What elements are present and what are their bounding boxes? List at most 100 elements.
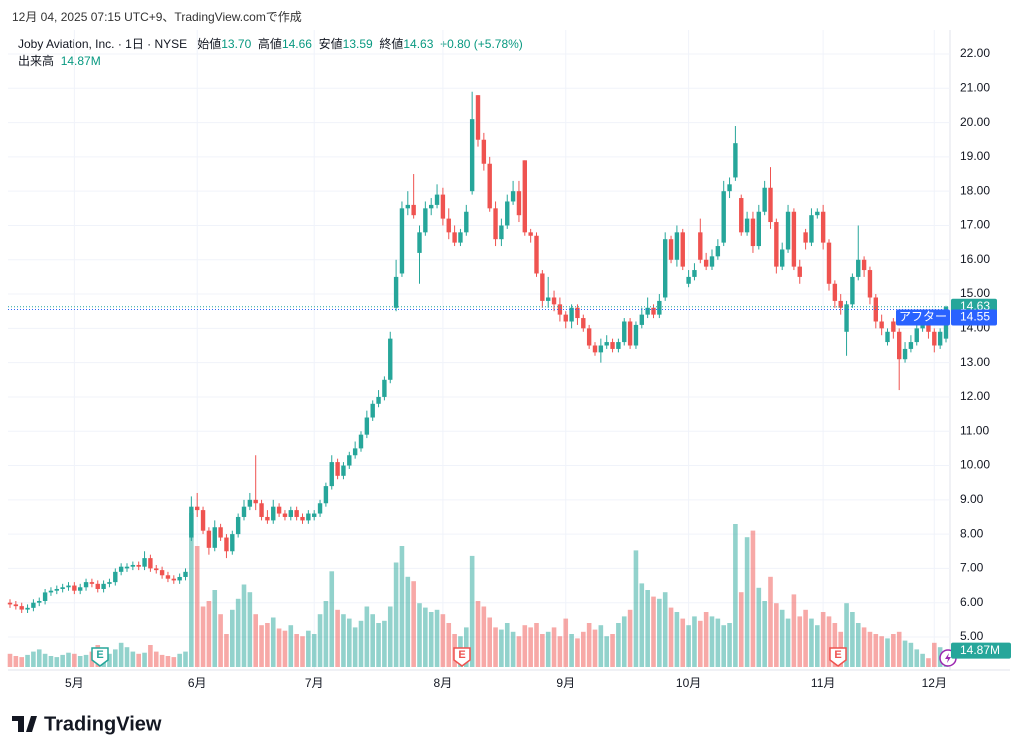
candle-body	[60, 587, 65, 589]
volume-bar	[329, 571, 335, 667]
candle-body	[692, 270, 697, 277]
candle-body	[101, 583, 106, 589]
volume-bar	[540, 634, 545, 667]
candle-body	[703, 259, 709, 267]
candle-body	[651, 307, 656, 315]
volume-bar	[189, 513, 194, 667]
candle-body	[657, 300, 662, 315]
candle-body	[469, 119, 475, 192]
candle-body	[72, 585, 77, 591]
volume-bar	[569, 634, 574, 667]
volume-bar	[803, 609, 808, 667]
y-tick-label: 6.00	[960, 595, 984, 609]
volume-bar	[639, 583, 645, 667]
volume-bar	[13, 656, 19, 667]
candle-body	[206, 530, 212, 548]
open-label: 始値	[197, 37, 222, 51]
candle-body	[844, 304, 849, 332]
volume-bar	[434, 609, 440, 667]
volume-bar	[797, 616, 803, 667]
candle-body	[189, 506, 194, 538]
volume-bar	[487, 617, 492, 667]
candle-body	[434, 194, 440, 205]
candle-body	[528, 232, 533, 236]
candle-body	[347, 455, 352, 466]
y-tick-label: 8.00	[960, 526, 984, 540]
y-tick-label: 20.00	[960, 115, 990, 129]
candle-body	[440, 194, 446, 219]
volume-bar	[72, 653, 77, 667]
volume-last-label: 14.87M	[960, 643, 1000, 657]
volume-bar	[592, 629, 598, 667]
volume-label: 出来高	[18, 54, 55, 68]
volume-bar	[610, 634, 615, 667]
candle-body	[294, 510, 299, 517]
volume-bar	[481, 606, 487, 667]
volume-bar	[563, 618, 569, 667]
candle-body	[809, 215, 814, 243]
candle-body	[698, 232, 703, 260]
volume-bar	[165, 656, 171, 667]
candle-body	[288, 510, 293, 517]
candle-body	[323, 486, 329, 504]
candle-body	[832, 283, 838, 301]
candle-body	[171, 578, 176, 581]
volume-bar	[879, 636, 884, 667]
candle-body	[25, 607, 30, 610]
candle-layer	[7, 91, 949, 613]
volume-bar	[218, 614, 223, 667]
candle-body	[803, 232, 808, 243]
volume-bar	[920, 653, 925, 667]
volume-bar	[738, 592, 744, 667]
candle-body	[744, 218, 750, 233]
volume-bar	[118, 642, 124, 667]
candle-body	[393, 276, 399, 308]
volume-bar	[926, 658, 931, 667]
candle-body	[481, 139, 487, 164]
volume-bar	[551, 627, 557, 667]
volume-bar	[352, 627, 358, 667]
volume-bar	[66, 652, 71, 667]
volume-bar	[423, 607, 428, 667]
volume-bar	[25, 654, 30, 667]
candle-body	[54, 588, 59, 591]
volume-bar	[77, 656, 83, 667]
volume-bar	[428, 612, 434, 667]
candle-body	[499, 225, 504, 240]
earnings-marker: E	[829, 647, 847, 667]
candle-body	[177, 576, 182, 581]
volume-bar	[698, 620, 703, 667]
candle-body	[352, 448, 358, 456]
volume-bar	[534, 623, 539, 667]
volume-bar	[774, 603, 779, 667]
volume-bar	[387, 606, 393, 667]
volume-last-box	[951, 642, 1011, 659]
candle-body	[487, 163, 492, 209]
candle-body	[733, 143, 738, 178]
y-tick-label: 13.00	[960, 355, 990, 369]
volume-bar	[113, 649, 118, 667]
y-tick-label: 9.00	[960, 492, 984, 506]
volume-bar	[645, 590, 650, 667]
y-tick-label: 11.00	[960, 423, 989, 437]
candle-body	[639, 314, 644, 325]
candle-body	[715, 246, 721, 257]
volume-bar	[715, 618, 721, 667]
candle-body	[89, 582, 95, 584]
volume-bar	[885, 638, 890, 667]
candle-body	[159, 570, 165, 576]
candle-body	[575, 307, 580, 319]
candle-body	[709, 256, 715, 267]
change: +0.80 (+5.78%)	[440, 37, 523, 51]
volume-bar	[855, 623, 861, 667]
candle-body	[680, 232, 685, 267]
low-label: 安値	[318, 37, 343, 51]
volume-bar	[417, 603, 422, 667]
volume-bar	[709, 616, 715, 667]
overlay-layer: E E E 14.63 アフター 14.55 14.87M	[8, 298, 1011, 667]
volume-bar	[247, 592, 253, 667]
candle-body	[622, 321, 627, 343]
volume-bar	[54, 657, 60, 667]
volume-bar	[826, 616, 832, 667]
